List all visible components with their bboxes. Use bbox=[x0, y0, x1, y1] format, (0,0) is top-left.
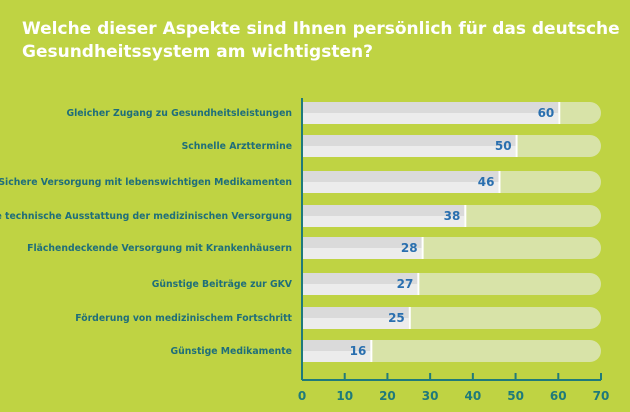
value-label: 50 bbox=[495, 139, 512, 153]
category-label: Schnelle Arzttermine bbox=[182, 141, 292, 152]
category-label: Günstige Beiträge zur GKV bbox=[152, 279, 293, 290]
x-tick-label: 40 bbox=[465, 389, 482, 403]
category-label: Günstige Medikamente bbox=[171, 346, 292, 357]
x-tick-label: 60 bbox=[550, 389, 567, 403]
bar-shade bbox=[302, 135, 516, 146]
bar-shade bbox=[302, 171, 499, 182]
value-label: 16 bbox=[350, 344, 367, 358]
x-tick-label: 50 bbox=[507, 389, 524, 403]
category-label: Sichere Versorgung mit lebenswichtigen M… bbox=[0, 177, 292, 188]
category-label: Förderung von medizinischem Fortschritt bbox=[75, 313, 292, 324]
x-tick-label: 20 bbox=[379, 389, 396, 403]
x-tick-label: 0 bbox=[298, 389, 306, 403]
bar-shade bbox=[302, 273, 418, 284]
value-label: 46 bbox=[478, 175, 495, 189]
x-tick-label: 30 bbox=[422, 389, 439, 403]
x-tick-label: 10 bbox=[336, 389, 353, 403]
bar-shade bbox=[302, 237, 422, 248]
value-label: 38 bbox=[444, 209, 461, 223]
x-tick-label: 70 bbox=[593, 389, 610, 403]
value-label: 25 bbox=[388, 311, 405, 325]
chart-title: Welche dieser Aspekte sind Ihnen persönl… bbox=[22, 19, 620, 62]
bar-shade bbox=[302, 340, 371, 351]
bar-shade bbox=[302, 307, 409, 318]
value-label: 60 bbox=[538, 106, 555, 120]
value-label: 28 bbox=[401, 241, 418, 255]
value-label: 27 bbox=[397, 277, 414, 291]
category-label: Flächendeckende Versorgung mit Krankenhä… bbox=[27, 243, 292, 254]
bar-track bbox=[302, 340, 601, 362]
bar-shade bbox=[302, 205, 465, 216]
category-label: Gleicher Zugang zu Gesundheitsleistungen bbox=[66, 108, 292, 119]
category-label: Gute technische Ausstattung der medizini… bbox=[0, 211, 292, 222]
bar-shade bbox=[302, 102, 559, 113]
